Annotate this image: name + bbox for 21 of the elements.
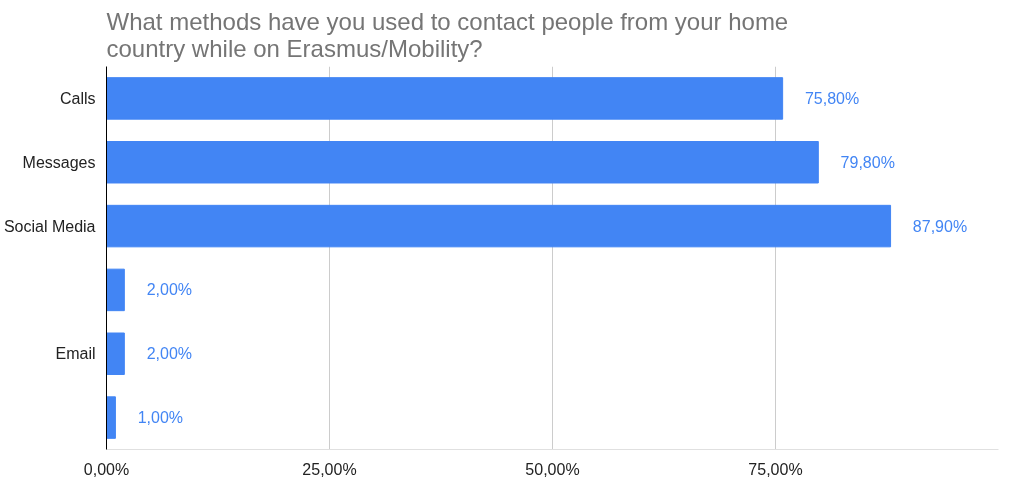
bar xyxy=(106,77,784,120)
x-tick-label: 50,00% xyxy=(525,460,580,478)
bar xyxy=(106,204,892,248)
data-label: 87,90% xyxy=(912,217,968,235)
x-tick-label: 75,00% xyxy=(748,460,803,478)
x-tick-label: 0,00% xyxy=(83,460,130,478)
data-label: 1,00% xyxy=(137,409,184,427)
bar xyxy=(106,332,125,375)
y-tick-label: Calls xyxy=(59,89,96,107)
y-tick-label: Email xyxy=(55,345,96,363)
data-label: 79,80% xyxy=(840,153,895,171)
x-tick-label: 25,00% xyxy=(302,460,357,478)
bar xyxy=(106,141,819,184)
data-label: 75,80% xyxy=(804,89,860,107)
chart-title: What methods have you used to contact people from your home country while on Erasmus/Mobility? xyxy=(106,7,789,62)
y-tick-label: Messages xyxy=(22,153,96,171)
bar xyxy=(106,268,125,312)
bar xyxy=(106,396,116,439)
data-label: 2,00% xyxy=(146,345,193,363)
y-tick-label: Social Media xyxy=(3,217,96,235)
data-label: 2,00% xyxy=(146,281,193,299)
